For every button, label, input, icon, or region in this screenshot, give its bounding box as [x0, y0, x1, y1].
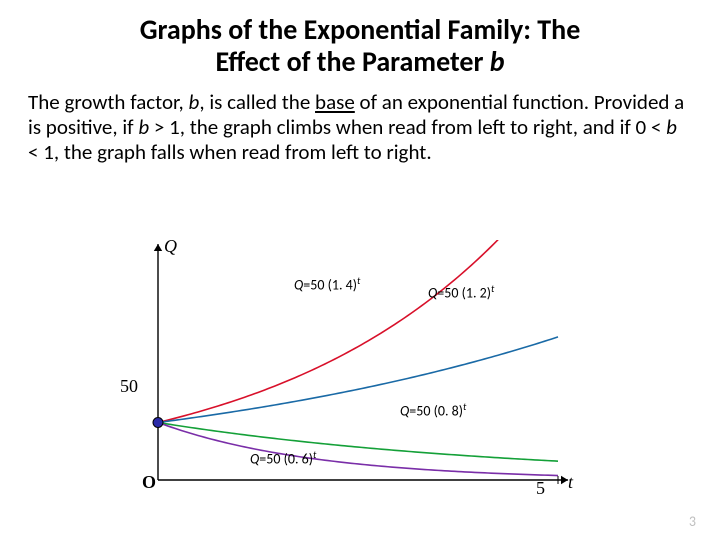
y-intercept-point [153, 418, 163, 428]
curve-c14 [158, 240, 521, 423]
curve-label-c06: Q=50 (0. 6)t [250, 448, 316, 468]
body-b2: b [138, 114, 149, 140]
x-tick-5: 5 [536, 478, 545, 499]
exponential-chart: Q t O 50 5 Q=50 (1. 4)tQ=50 (1. 2)tQ=50 … [100, 240, 620, 510]
y-axis-arrow [154, 244, 162, 251]
x-axis-label: t [568, 472, 573, 493]
page-number: 3 [689, 513, 696, 530]
body-t2: , is called the [199, 89, 315, 115]
origin-label: O [142, 472, 156, 493]
curve-c12 [158, 337, 558, 423]
curve-c06 [158, 423, 558, 476]
body-b3: b [666, 114, 677, 140]
y-axis-label: Q [164, 236, 177, 257]
body-paragraph: The growth factor, b, is called the base… [0, 84, 720, 164]
body-base: base [315, 89, 355, 115]
curve-label-c08: Q=50 (0. 8)t [400, 400, 466, 420]
body-t4: > 1, the graph climbs when read from lef… [149, 114, 666, 140]
x-axis-arrow [561, 476, 568, 484]
title-line2: Effect of the Parameter [215, 44, 489, 79]
title-param-b: b [490, 44, 505, 79]
curve-c08 [158, 423, 558, 462]
curve-label-c14: Q=50 (1. 4)t [294, 274, 360, 294]
slide-title: Graphs of the Exponential Family: The Ef… [0, 0, 720, 84]
body-t1: The growth factor, [28, 89, 189, 115]
curve-label-c12: Q=50 (1. 2)t [428, 282, 494, 302]
body-t5: < 1, the graph falls when read from left… [28, 139, 432, 165]
y-tick-50: 50 [120, 376, 138, 397]
body-b1: b [189, 89, 200, 115]
title-line1: Graphs of the Exponential Family: The [140, 12, 581, 47]
